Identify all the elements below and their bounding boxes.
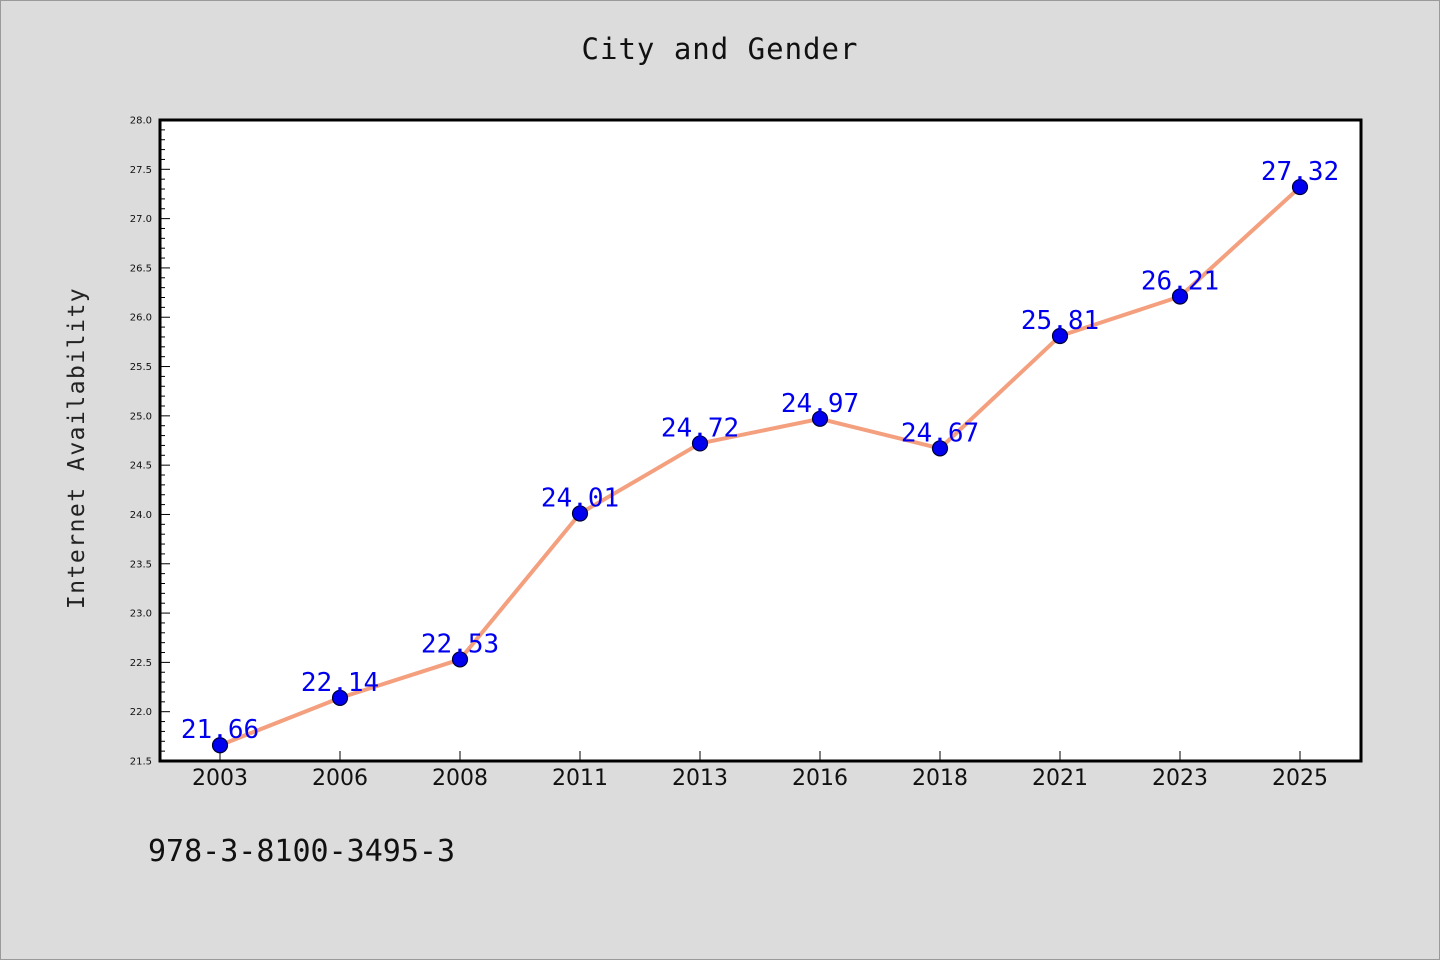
series-line: [218, 185, 1302, 748]
y-tick-label: 27.5: [130, 165, 152, 176]
data-point: [1051, 327, 1069, 345]
x-axis-ticks: 2003 2006 2008 2011 2013 2016 2018 2021 2023 2025: [192, 751, 1328, 791]
data-point: [1291, 178, 1309, 196]
data-point: [1171, 288, 1189, 305]
y-tick-label: 26.0: [130, 313, 152, 324]
data-point: [811, 410, 829, 427]
y-tick-label: 22.0: [130, 707, 152, 718]
data-markers: [211, 178, 1309, 754]
data-label: 24.97: [781, 389, 859, 419]
y-tick-label: 24.5: [130, 461, 152, 472]
y-axis-label: Internet Availability: [64, 286, 90, 610]
x-tick-label: 2023: [1152, 766, 1208, 791]
y-tick-label: 23.5: [130, 559, 152, 570]
x-tick-label: 2016: [792, 766, 848, 791]
plot-area: [160, 120, 1361, 761]
data-label: 26.21: [1141, 267, 1219, 297]
x-tick-label: 2003: [192, 766, 248, 791]
data-point: [931, 440, 949, 457]
x-tick-label: 2011: [552, 766, 608, 791]
y-tick-label: 24.0: [130, 510, 152, 521]
data-label: 21.66: [181, 715, 259, 745]
y-tick-label: 25.0: [130, 411, 152, 422]
data-point: [451, 651, 469, 668]
data-label: 24.01: [541, 483, 619, 513]
y-tick-label: 27.0: [130, 214, 152, 225]
chart-title: City and Gender: [581, 32, 859, 66]
y-tick-label: 21.5: [130, 757, 152, 768]
x-tick-label: 2006: [312, 766, 368, 791]
y-tick-label: 22.5: [130, 658, 152, 669]
y-tick-label: 26.5: [130, 263, 152, 274]
data-point: [691, 435, 709, 452]
data-point: [331, 689, 349, 706]
data-label: 24.67: [901, 418, 979, 448]
x-tick-label: 2008: [432, 766, 488, 791]
x-tick-label: 2013: [672, 766, 728, 791]
y-tick-label: 25.5: [130, 362, 152, 373]
footer-code: 978-3-8100-3495-3: [148, 834, 456, 869]
plot-frame: [158, 118, 1363, 763]
data-labels: 21.66 22.14 22.53 24.01 24.72 24.97 24.67 25.81…: [181, 157, 1339, 745]
data-label: 22.14: [301, 668, 379, 698]
x-tick-label: 2025: [1272, 766, 1328, 791]
x-tick-label: 2021: [1032, 766, 1088, 791]
y-tick-label: 28.0: [130, 116, 152, 127]
data-label: 22.53: [421, 629, 499, 659]
data-point: [211, 737, 229, 754]
data-point: [571, 505, 589, 522]
x-tick-label: 2018: [912, 766, 968, 791]
data-label: 25.81: [1021, 306, 1099, 336]
data-label: 27.32: [1261, 157, 1339, 187]
y-tick-label: 23.0: [130, 609, 152, 620]
data-label: 24.72: [661, 413, 739, 443]
